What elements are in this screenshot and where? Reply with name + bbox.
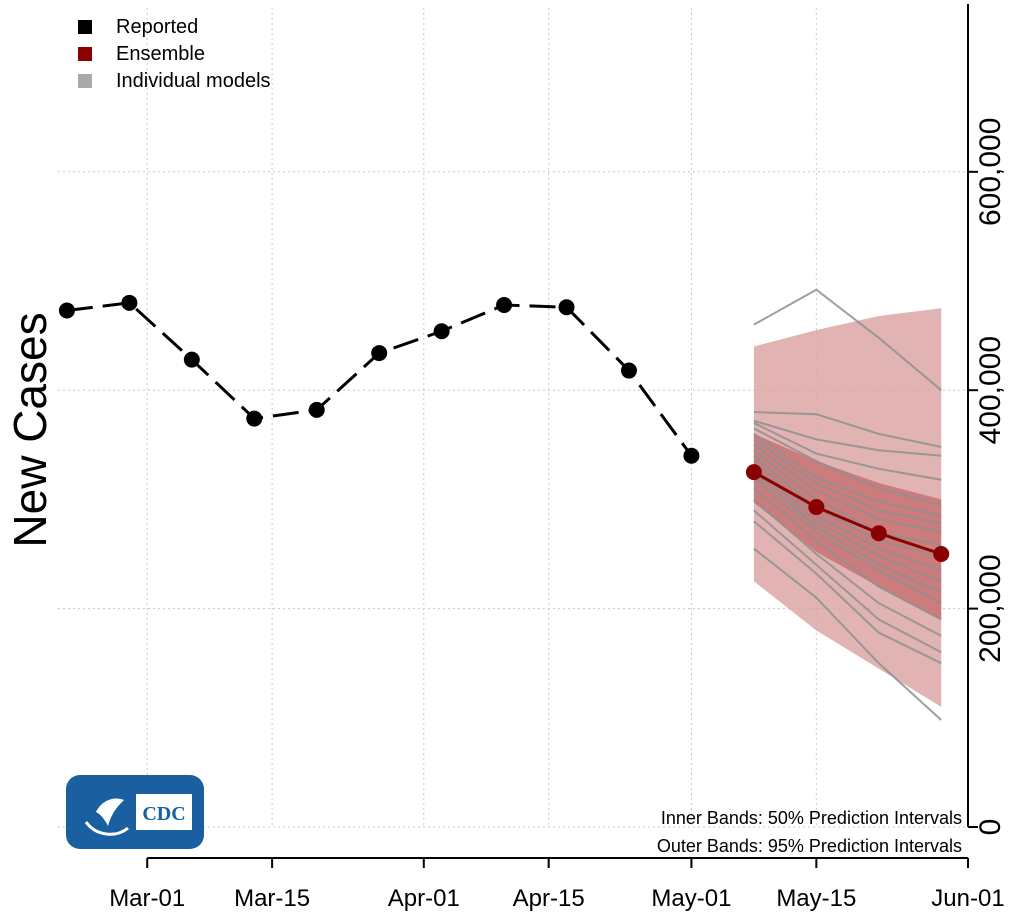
individual-models-lines xyxy=(753,288,942,721)
y-tick-label: 600,000 xyxy=(974,118,1007,226)
individual-model-line xyxy=(753,454,942,558)
logo-badge xyxy=(66,775,204,849)
individual-model-line xyxy=(753,427,942,506)
reported-line xyxy=(66,301,693,457)
individual-model-line xyxy=(753,520,942,665)
legend: Reported Ensemble Individual models xyxy=(78,16,271,92)
reported-point xyxy=(246,410,263,427)
individual-model-line xyxy=(753,476,942,605)
y-tick-label: 0 xyxy=(974,819,1007,836)
y-tick-label: 400,000 xyxy=(974,336,1007,444)
individual-model-line xyxy=(753,419,942,457)
x-tick-label: May-01 xyxy=(651,885,731,912)
legend-label: Reported xyxy=(116,16,198,38)
legend-swatch xyxy=(78,47,92,61)
reported-point xyxy=(308,401,325,418)
ensemble-point xyxy=(745,464,762,481)
y-axis-label: New Cases xyxy=(4,312,56,547)
reported-point xyxy=(683,447,700,464)
individual-model-line xyxy=(753,443,942,534)
individual-model-line xyxy=(753,411,942,448)
x-tick-label: Apr-01 xyxy=(388,885,460,912)
ensemble-point xyxy=(808,499,825,516)
reported-point xyxy=(620,362,637,379)
interval-note: Inner Bands: 50% Prediction Intervals xyxy=(661,808,962,828)
x-tick-label: Jun-01 xyxy=(931,885,1004,912)
reported-point xyxy=(558,299,575,316)
ensemble-point xyxy=(870,525,887,542)
cdc-wordmark: CDC xyxy=(142,803,185,825)
x-tick-label: May-15 xyxy=(776,885,856,912)
individual-model-line xyxy=(753,438,942,525)
individual-model-line xyxy=(753,471,942,594)
ensemble-series xyxy=(745,464,950,562)
individual-model-line xyxy=(753,449,942,547)
hhs-eagle-icon xyxy=(96,798,124,826)
interval-note: Outer Bands: 95% Prediction Intervals xyxy=(657,836,962,856)
x-tick-label: Mar-01 xyxy=(109,885,185,912)
individual-model-line xyxy=(753,509,942,654)
legend-label: Individual models xyxy=(116,70,271,92)
ensemble-line xyxy=(753,470,942,556)
hhs-wave-icon xyxy=(84,821,129,836)
interval-notes: Inner Bands: 50% Prediction Intervals Out… xyxy=(657,808,962,856)
reported-point xyxy=(58,302,75,319)
reported-point xyxy=(433,323,450,340)
legend-swatch xyxy=(78,74,92,88)
y-tick-label: 200,000 xyxy=(974,554,1007,662)
individual-model-line xyxy=(753,465,942,583)
individual-model-line xyxy=(753,422,942,481)
reported-point xyxy=(121,294,138,311)
reported-point xyxy=(183,351,200,368)
legend-swatch xyxy=(78,20,92,34)
x-tick-label: Mar-15 xyxy=(234,885,310,912)
individual-model-line xyxy=(753,498,942,637)
legend-label: Ensemble xyxy=(116,43,205,65)
cdc-wordmark-box xyxy=(136,794,192,830)
reported-point xyxy=(371,345,388,362)
x-tick-label: Apr-15 xyxy=(513,885,585,912)
ensemble-point xyxy=(933,546,950,562)
individual-model-line xyxy=(753,487,942,621)
individual-model-line xyxy=(753,288,942,391)
axes: Mar-01 Mar-15 Apr-01 Apr-15 May-01 May-15 Jun-… xyxy=(109,4,1007,912)
cdc-logo: CDC xyxy=(66,775,204,849)
individual-model-line xyxy=(753,433,942,517)
reported-series xyxy=(58,294,700,464)
individual-model-line xyxy=(753,547,942,721)
reported-point xyxy=(496,297,513,314)
